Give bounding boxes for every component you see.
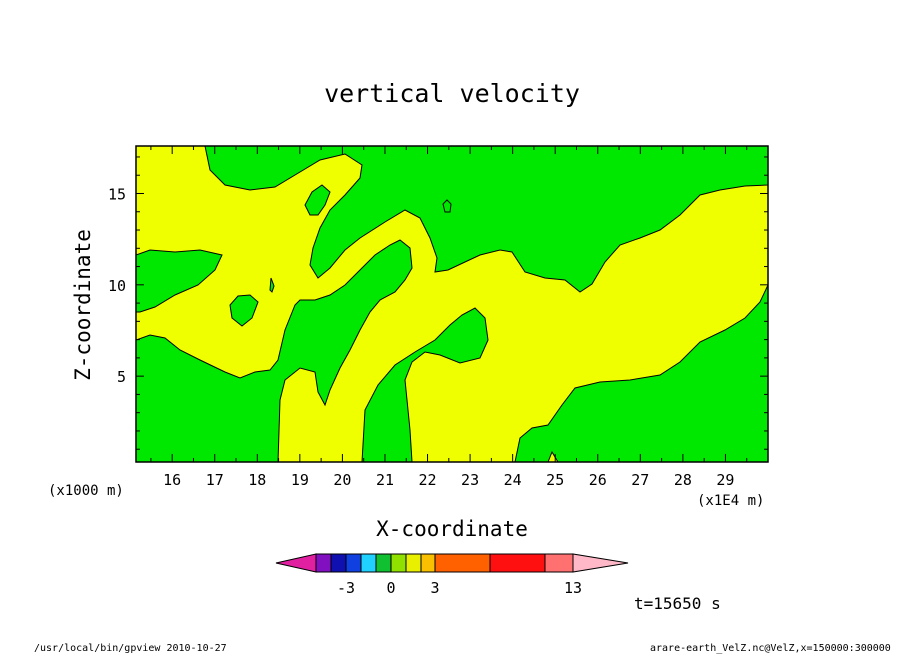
colorbar-cell xyxy=(544,553,574,573)
negative-region-lower-right xyxy=(514,284,768,462)
colorbar-labels: -3 0 3 13 xyxy=(337,579,582,597)
x-tick-label: 17 xyxy=(206,471,224,489)
x-axis-label: X-coordinate xyxy=(376,517,528,541)
colorbar-tick-label: 0 xyxy=(386,579,395,597)
negative-island-a xyxy=(304,184,331,216)
negative-region-lower-left xyxy=(136,239,413,462)
x-tick-label: 28 xyxy=(674,471,692,489)
colorbar-cell xyxy=(405,553,422,573)
colorbar-tick-label: 3 xyxy=(430,579,439,597)
colorbar-cell xyxy=(420,553,436,573)
footer-left: /usr/local/bin/gpview 2010-10-27 xyxy=(34,643,227,654)
footer-right: arare-earth_VelZ.nc@VelZ,x=150000:300000 xyxy=(650,643,891,654)
time-label: t=15650 s xyxy=(634,594,721,613)
y-tick-label: 5 xyxy=(117,368,126,386)
negative-island-c xyxy=(229,294,259,327)
colorbar-cell-min xyxy=(275,553,317,573)
colorbar-tick-label: -3 xyxy=(337,579,355,597)
colorbar-tick-label: 13 xyxy=(564,579,582,597)
x-unit-left: (x1000 m) xyxy=(48,483,124,499)
x-tick-label: 25 xyxy=(546,471,564,489)
y-tick-label: 10 xyxy=(108,277,126,295)
x-tick-label: 24 xyxy=(504,471,522,489)
x-tick-label: 26 xyxy=(589,471,607,489)
x-tick-label: 19 xyxy=(291,471,309,489)
colorbar-cell xyxy=(375,553,392,573)
plot-frame xyxy=(135,145,769,463)
x-tick-label: 27 xyxy=(631,471,649,489)
x-unit-right: (x1E4 m) xyxy=(697,493,764,509)
chart-title: vertical velocity xyxy=(324,79,580,108)
negative-regions xyxy=(136,146,768,462)
x-tick-label: 23 xyxy=(461,471,479,489)
colorbar-cell xyxy=(315,553,332,573)
colorbar-cell-max xyxy=(572,553,629,573)
colorbar-cell xyxy=(390,553,407,573)
x-tick-labels: 16 17 18 19 20 21 22 23 24 25 26 27 28 29 xyxy=(163,471,734,489)
colorbar-cell xyxy=(330,553,347,573)
x-tick-label: 22 xyxy=(418,471,436,489)
colorbar-cell xyxy=(434,553,491,573)
x-tick-label: 29 xyxy=(716,471,734,489)
negative-region-left xyxy=(136,249,223,313)
x-tick-label: 16 xyxy=(163,471,181,489)
plot-area xyxy=(135,145,769,463)
y-tick-label: 15 xyxy=(108,185,126,203)
y-tick-labels: 5 10 15 xyxy=(108,185,126,386)
x-tick-label: 21 xyxy=(376,471,394,489)
colorbar-cell xyxy=(489,553,546,573)
x-tick-label: 20 xyxy=(333,471,351,489)
x-tick-label: 18 xyxy=(248,471,266,489)
colorbar-cell xyxy=(360,553,377,573)
negative-region-middle xyxy=(361,307,489,462)
axis-ticks xyxy=(136,146,768,462)
colorbar xyxy=(275,553,629,573)
negative-island-d xyxy=(269,277,275,293)
negative-region-upper xyxy=(204,146,768,293)
colorbar-cell xyxy=(345,553,362,573)
negative-island-b xyxy=(442,199,452,213)
y-axis-label: Z-coordinate xyxy=(71,229,95,381)
